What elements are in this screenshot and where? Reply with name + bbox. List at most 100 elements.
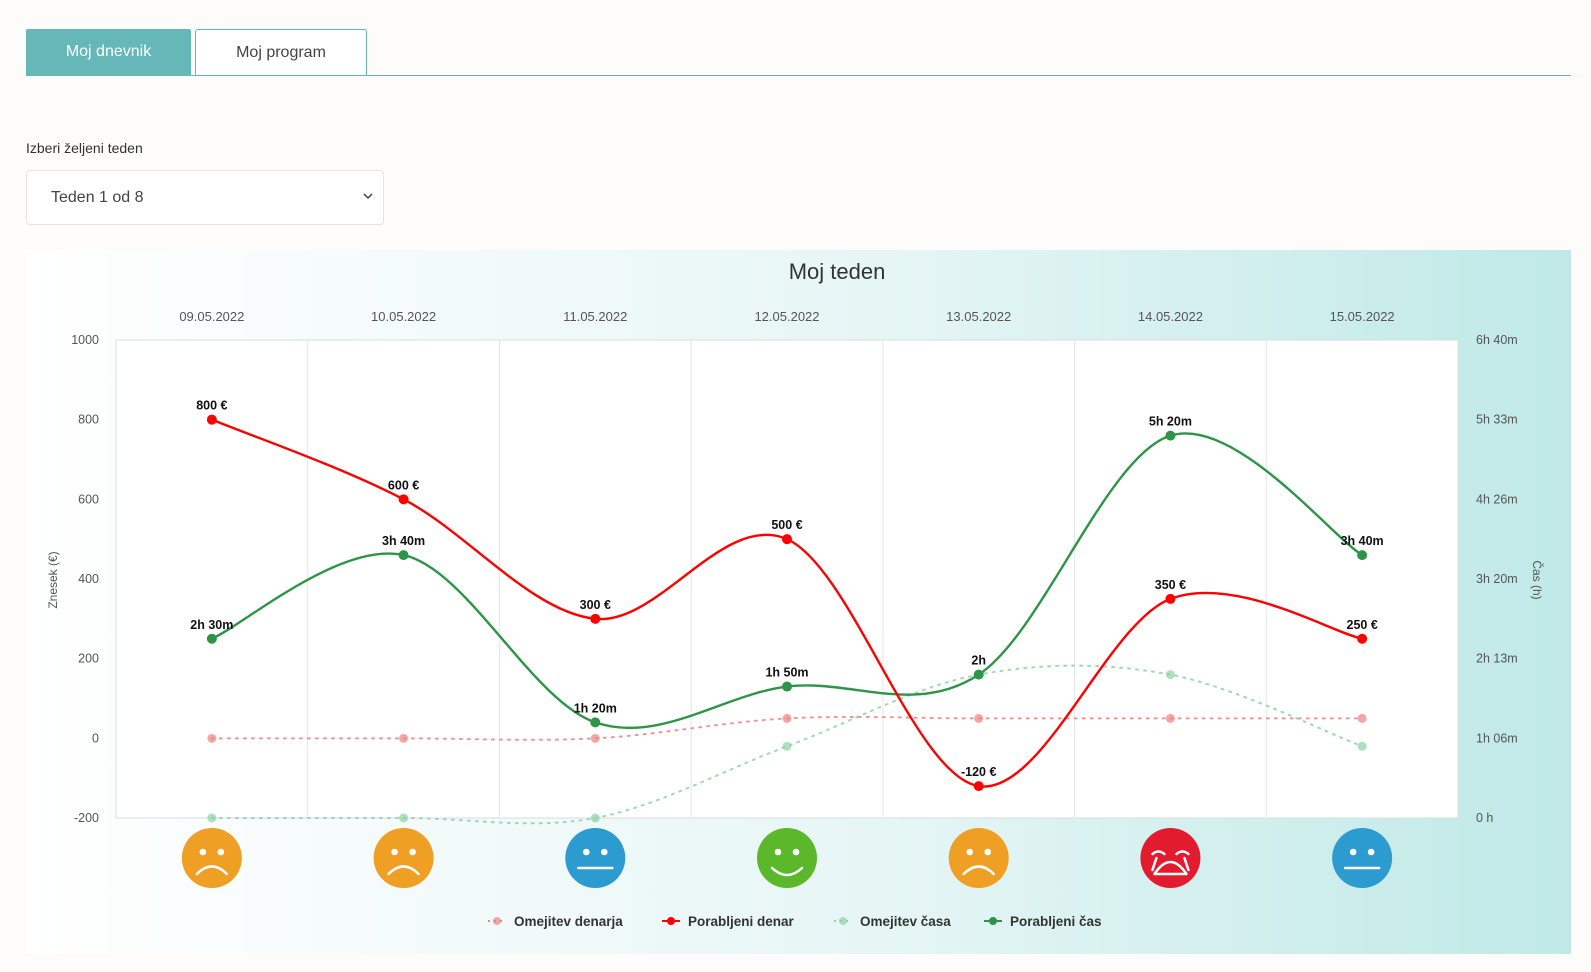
- mood-eye: [1151, 850, 1190, 856]
- y-right-tick-label: 6h 40m: [1476, 333, 1518, 347]
- data-point: [1357, 550, 1368, 561]
- data-point: [782, 741, 792, 751]
- data-point: [590, 733, 600, 743]
- data-point: [398, 494, 409, 505]
- y-left-tick-label: 600: [78, 492, 99, 506]
- mood-eye: [409, 848, 416, 856]
- data-label: 2h: [971, 654, 986, 668]
- weekly-chart: Moj teden 09.05.2022 10.05.2022 11.05.2022 1…: [46, 259, 1545, 929]
- data-label: -120 €: [961, 765, 996, 779]
- data-point: [1357, 741, 1367, 751]
- mood-sad-icon: [181, 828, 242, 888]
- y-right-tick-label: 3h 20m: [1476, 572, 1518, 586]
- tab-bar: Moj dnevnik Moj program: [26, 29, 1571, 76]
- mood-mouth: [962, 865, 995, 876]
- mood-neutral-icon: [565, 828, 626, 888]
- mood-sad-icon: [948, 828, 1009, 888]
- mood-mouth: [387, 865, 420, 876]
- data-point: [1165, 430, 1176, 441]
- mood-mouth: [195, 865, 229, 876]
- data-label: 600 €: [388, 478, 419, 492]
- week-select-value: Teden 1 od 8: [51, 188, 144, 206]
- y-left-tick-label: 200: [78, 652, 99, 666]
- y-left-tick-label: -200: [74, 811, 99, 825]
- data-point: [974, 713, 984, 723]
- y-right-tick-label: 4h 26m: [1476, 492, 1518, 506]
- data-point: [1165, 713, 1175, 723]
- y-left-tick-label: 1000: [71, 333, 99, 347]
- mood-eye: [792, 848, 800, 856]
- data-point: [399, 733, 409, 743]
- data-label: 5h 20m: [1149, 415, 1192, 429]
- data-point: [973, 669, 984, 680]
- data-point: [973, 781, 984, 792]
- data-label: 1h 50m: [765, 666, 808, 680]
- mood-mouth: [770, 866, 804, 877]
- tab-moj-dnevnik[interactable]: Moj dnevnik: [26, 29, 191, 75]
- x-tick-label: 10.05.2022: [371, 309, 436, 324]
- legend-label: Porabljeni denar: [688, 914, 795, 929]
- data-point: [206, 414, 217, 425]
- data-point: [782, 713, 792, 723]
- data-point: [1357, 713, 1367, 723]
- legend-label: Omejitev denarja: [514, 914, 623, 929]
- data-point: [590, 613, 601, 624]
- y-right-tick-label: 2h 13m: [1476, 652, 1518, 666]
- data-point: [782, 681, 792, 692]
- data-point: [398, 550, 409, 561]
- chart-panel: Moj teden 09.05.2022 10.05.2022 11.05.2022 1…: [26, 250, 1571, 954]
- mood-mouth: [1153, 860, 1188, 876]
- mood-neutral-icon: [1332, 828, 1393, 888]
- data-label: 300 €: [580, 598, 611, 612]
- x-tick-label: 14.05.2022: [1138, 309, 1203, 324]
- data-label: 2h 30m: [190, 618, 233, 632]
- data-point: [1165, 670, 1175, 680]
- mood-eye: [774, 848, 782, 856]
- tab-moj-program[interactable]: Moj program: [195, 29, 367, 75]
- mood-happy-icon: [757, 828, 817, 888]
- data-label: 1h 20m: [574, 701, 617, 715]
- y-left-tick-label: 800: [78, 413, 99, 427]
- data-point: [207, 733, 217, 743]
- data-point: [590, 813, 600, 823]
- week-select-label: Izberi željeni teden: [26, 140, 143, 156]
- y-right-tick-label: 5h 33m: [1476, 413, 1518, 427]
- y-right-tick-label: 1h 06m: [1476, 731, 1518, 745]
- y-right-axis-label: Čas (h): [1530, 560, 1545, 599]
- x-tick-label: 12.05.2022: [754, 309, 819, 324]
- x-tick-label: 09.05.2022: [179, 309, 244, 324]
- data-point: [399, 813, 409, 823]
- y-left-tick-label: 0: [92, 731, 99, 745]
- mood-eye: [984, 848, 992, 856]
- data-label: 350 €: [1155, 578, 1186, 592]
- legend-label: Porabljeni čas: [1010, 914, 1102, 929]
- week-select[interactable]: Teden 1 od 8: [26, 170, 384, 225]
- mood-eye: [966, 848, 974, 856]
- chart-title: Moj teden: [789, 259, 886, 284]
- series-line: [210, 418, 1364, 788]
- mood-tear: [1151, 856, 1190, 872]
- y-left-tick-label: 400: [78, 572, 99, 586]
- data-point: [1165, 593, 1176, 604]
- mood-eye: [217, 848, 225, 856]
- legend-swatch-dot: [989, 917, 997, 925]
- mood-eye: [1349, 848, 1357, 856]
- y-right-tick-label: 0 h: [1476, 811, 1493, 825]
- x-tick-label: 11.05.2022: [563, 309, 627, 324]
- data-point: [206, 633, 217, 644]
- data-point: [207, 813, 217, 823]
- legend-swatch-dot: [493, 917, 501, 925]
- data-point: [1357, 633, 1368, 644]
- data-label: 3h 40m: [382, 534, 425, 548]
- mood-eye: [582, 848, 590, 856]
- legend-swatch-dot: [839, 917, 847, 925]
- data-label: 250 €: [1347, 618, 1378, 632]
- data-label: 800 €: [196, 399, 227, 413]
- legend-label: Omejitev časa: [860, 914, 951, 929]
- mood-crying-icon: [1140, 828, 1201, 888]
- mood-eye: [199, 848, 207, 856]
- mood-sad-icon: [373, 828, 434, 888]
- data-label: 3h 40m: [1341, 534, 1384, 548]
- data-label: 500 €: [771, 518, 802, 532]
- x-tick-label: 13.05.2022: [946, 309, 1011, 324]
